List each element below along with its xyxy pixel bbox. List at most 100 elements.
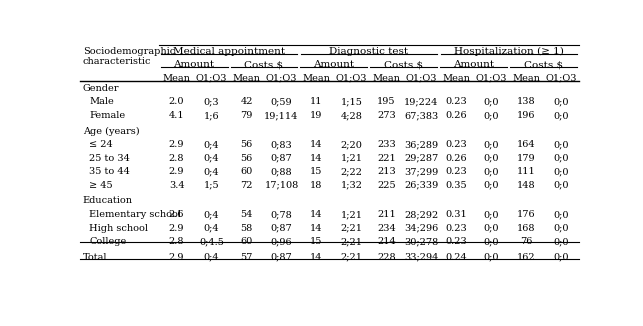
Text: ≤ 24: ≤ 24 — [89, 140, 113, 149]
Text: 3.4: 3.4 — [168, 181, 185, 190]
Text: 36;289: 36;289 — [404, 140, 439, 149]
Text: 15: 15 — [311, 237, 323, 246]
Text: 0;4: 0;4 — [204, 167, 219, 176]
Text: 0;0: 0;0 — [484, 97, 499, 107]
Text: 0;59: 0;59 — [271, 97, 293, 107]
Text: 2;22: 2;22 — [340, 167, 363, 176]
Text: 162: 162 — [517, 253, 536, 262]
Text: 0.23: 0.23 — [446, 140, 467, 149]
Text: 14: 14 — [310, 224, 323, 232]
Text: 2;20: 2;20 — [341, 140, 363, 149]
Text: 138: 138 — [517, 97, 536, 107]
Text: 0;0: 0;0 — [554, 167, 569, 176]
Text: 18: 18 — [311, 181, 323, 190]
Text: ≥ 45: ≥ 45 — [89, 181, 113, 190]
Text: Q1;Q3: Q1;Q3 — [196, 74, 228, 83]
Text: 2.8: 2.8 — [169, 154, 185, 163]
Text: Mean: Mean — [442, 74, 470, 83]
Text: 30;278: 30;278 — [404, 237, 439, 246]
Text: Q1;Q3: Q1;Q3 — [406, 74, 437, 83]
Text: 111: 111 — [517, 167, 536, 176]
Text: 0;0: 0;0 — [484, 140, 499, 149]
Text: 195: 195 — [377, 97, 395, 107]
Text: 56: 56 — [240, 140, 253, 149]
Text: Mean: Mean — [372, 74, 401, 83]
Text: 148: 148 — [517, 181, 536, 190]
Text: 2;21: 2;21 — [340, 237, 363, 246]
Text: Mean: Mean — [512, 74, 540, 83]
Text: 1;21: 1;21 — [340, 154, 363, 163]
Text: 19;224: 19;224 — [404, 97, 439, 107]
Text: 2.8: 2.8 — [169, 237, 185, 246]
Text: 14: 14 — [310, 140, 323, 149]
Text: 0;0: 0;0 — [484, 154, 499, 163]
Text: Mean: Mean — [302, 74, 331, 83]
Text: 0;0: 0;0 — [484, 167, 499, 176]
Text: 0;0: 0;0 — [554, 224, 569, 232]
Text: 58: 58 — [240, 224, 253, 232]
Text: Q1;Q3: Q1;Q3 — [336, 74, 367, 83]
Text: 19;114: 19;114 — [264, 111, 299, 120]
Text: 56: 56 — [240, 154, 253, 163]
Text: 1;6: 1;6 — [204, 111, 219, 120]
Text: 11: 11 — [310, 97, 323, 107]
Text: Gender: Gender — [83, 84, 120, 93]
Text: 0;78: 0;78 — [271, 210, 293, 219]
Text: Amount: Amount — [313, 60, 354, 69]
Text: 0;0: 0;0 — [554, 237, 569, 246]
Text: 1;21: 1;21 — [340, 210, 363, 219]
Text: 0;88: 0;88 — [271, 167, 293, 176]
Text: Diagnostic test: Diagnostic test — [329, 47, 408, 56]
Text: 2.9: 2.9 — [169, 167, 185, 176]
Text: 37;299: 37;299 — [404, 167, 439, 176]
Text: 0.26: 0.26 — [446, 154, 467, 163]
Text: 0;0: 0;0 — [554, 210, 569, 219]
Text: Total: Total — [83, 253, 107, 262]
Text: 25 to 34: 25 to 34 — [89, 154, 131, 163]
Text: 17;108: 17;108 — [264, 181, 298, 190]
Text: Male: Male — [89, 97, 114, 107]
Text: Age (years): Age (years) — [83, 126, 140, 136]
Text: Female: Female — [89, 111, 125, 120]
Text: 79: 79 — [240, 111, 253, 120]
Text: 19: 19 — [311, 111, 323, 120]
Text: 196: 196 — [517, 111, 536, 120]
Text: 211: 211 — [377, 210, 395, 219]
Text: 76: 76 — [520, 237, 532, 246]
Text: 0;0: 0;0 — [554, 111, 569, 120]
Text: 0;0: 0;0 — [554, 140, 569, 149]
Text: College: College — [89, 237, 127, 246]
Text: 14: 14 — [310, 253, 323, 262]
Text: 0;87: 0;87 — [271, 224, 293, 232]
Text: 221: 221 — [377, 154, 395, 163]
Text: 0.26: 0.26 — [446, 111, 467, 120]
Text: Q1;Q3: Q1;Q3 — [545, 74, 577, 83]
Text: 2;21: 2;21 — [340, 253, 363, 262]
Text: 0.24: 0.24 — [446, 253, 467, 262]
Text: 0.23: 0.23 — [446, 97, 467, 107]
Text: 0;4: 0;4 — [204, 210, 219, 219]
Text: Costs $: Costs $ — [385, 60, 424, 69]
Text: 214: 214 — [377, 237, 395, 246]
Text: 179: 179 — [517, 154, 536, 163]
Text: 176: 176 — [517, 210, 536, 219]
Text: 1;5: 1;5 — [204, 181, 219, 190]
Text: Amount: Amount — [174, 60, 215, 69]
Text: 34;296: 34;296 — [404, 224, 439, 232]
Text: 15: 15 — [311, 167, 323, 176]
Text: Sociodemographic
characteristic: Sociodemographic characteristic — [83, 47, 175, 66]
Text: Education: Education — [83, 197, 133, 205]
Text: 14: 14 — [310, 154, 323, 163]
Text: 60: 60 — [240, 167, 253, 176]
Text: 28;292: 28;292 — [404, 210, 439, 219]
Text: 0;4: 0;4 — [204, 224, 219, 232]
Text: 2.6: 2.6 — [169, 210, 185, 219]
Text: 0;87: 0;87 — [271, 253, 293, 262]
Text: 0;4: 0;4 — [204, 253, 219, 262]
Text: 233: 233 — [377, 140, 395, 149]
Text: 57: 57 — [240, 253, 253, 262]
Text: 0;0: 0;0 — [554, 154, 569, 163]
Text: 0;0: 0;0 — [484, 224, 499, 232]
Text: 2.9: 2.9 — [169, 224, 185, 232]
Text: 0;4: 0;4 — [204, 154, 219, 163]
